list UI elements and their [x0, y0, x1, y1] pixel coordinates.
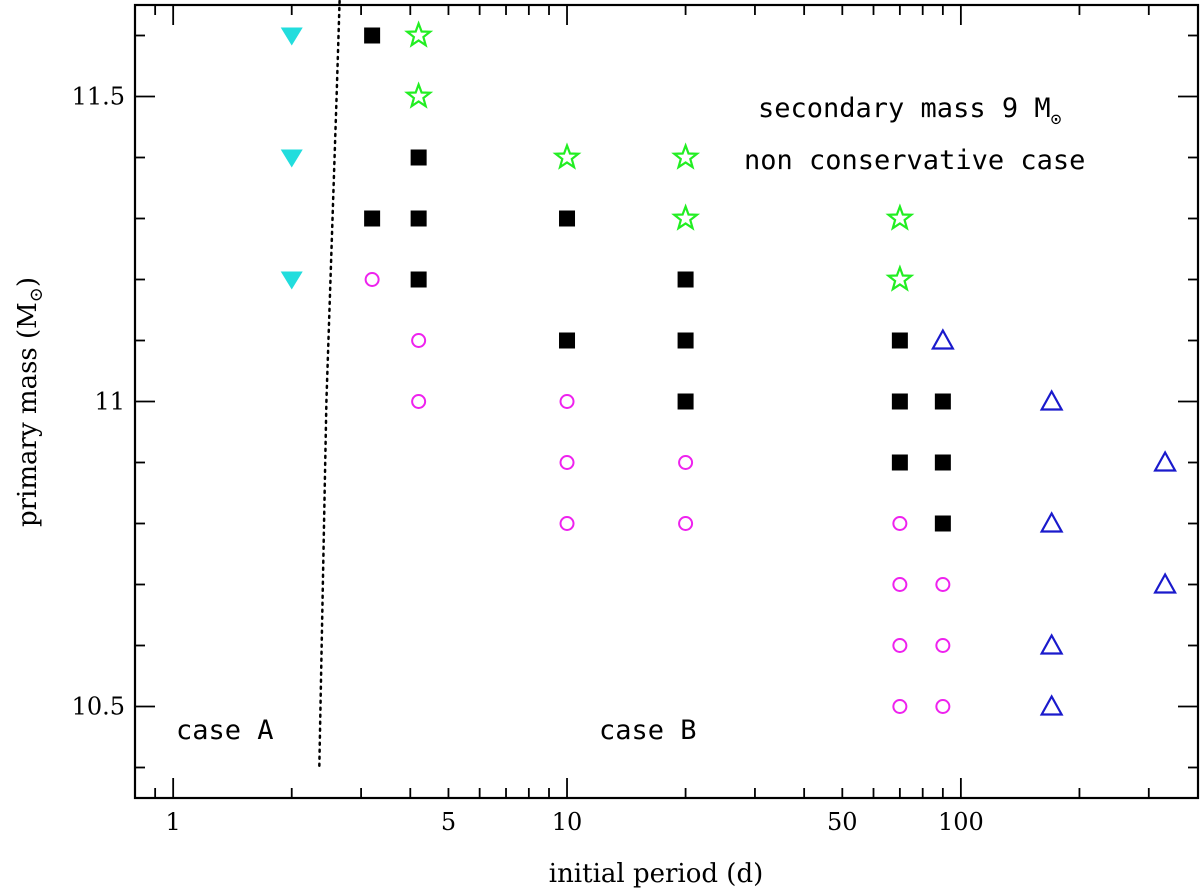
- annotation-non-conservative: non conservative case: [744, 145, 1085, 176]
- square-marker: [559, 210, 576, 227]
- y-tick-label: 11: [94, 388, 125, 416]
- star-marker: [885, 203, 915, 231]
- x-tick-label: 100: [938, 808, 984, 836]
- annotation-case-b: case B: [599, 715, 697, 746]
- y-axis-sun-symbol: ⊙: [26, 287, 47, 302]
- circle-marker: [559, 394, 575, 409]
- triangle-marker: [1039, 633, 1064, 655]
- circle-marker: [935, 577, 951, 592]
- star-marker: [671, 203, 701, 231]
- annotation-secondary-mass: secondary mass 9 M⊙: [758, 93, 1062, 130]
- y-axis-label-text: primary mass (M: [13, 302, 43, 527]
- circle-marker: [411, 333, 427, 348]
- star-marker: [552, 142, 582, 170]
- square-marker: [934, 454, 951, 471]
- circle-marker: [411, 394, 427, 409]
- x-axis-label: initial period (d): [549, 859, 764, 889]
- annotation-secondary-mass-text: secondary mass 9 M: [758, 93, 1051, 124]
- square-marker: [410, 149, 427, 166]
- circle-marker: [892, 516, 908, 531]
- annotation-case-a: case A: [176, 715, 274, 746]
- circle-marker: [678, 516, 694, 531]
- x-tick-label: 5: [441, 808, 456, 836]
- circle-marker: [364, 272, 380, 287]
- triangle-marker: [1153, 450, 1177, 472]
- circle-marker: [892, 699, 908, 714]
- square-marker: [410, 210, 427, 227]
- circle-marker: [935, 699, 951, 714]
- star-marker: [885, 264, 915, 292]
- inverted-triangle-marker: [280, 271, 303, 290]
- y-axis-label-close: ): [13, 277, 43, 287]
- square-marker: [934, 515, 951, 532]
- square-marker: [364, 210, 381, 227]
- triangle-marker: [1039, 389, 1064, 411]
- annotation-sun-symbol: ⊙: [1051, 109, 1062, 130]
- star-marker: [404, 20, 434, 48]
- inverted-triangle-marker: [280, 27, 303, 46]
- square-marker: [559, 332, 576, 349]
- square-marker: [891, 332, 908, 349]
- inverted-triangle-marker: [280, 149, 303, 168]
- triangle-marker: [1039, 694, 1064, 716]
- square-marker: [934, 393, 951, 410]
- circle-marker: [559, 516, 575, 531]
- star-marker: [671, 142, 701, 170]
- square-marker: [891, 393, 908, 410]
- case-boundary-line: [318, 0, 341, 769]
- square-marker: [677, 271, 694, 288]
- circle-marker: [559, 455, 575, 470]
- circle-marker: [935, 638, 951, 653]
- square-marker: [891, 454, 908, 471]
- square-marker: [677, 332, 694, 349]
- triangle-marker: [1153, 572, 1177, 594]
- y-axis-label: primary mass (M⊙): [13, 277, 47, 527]
- y-tick-label: 11.5: [72, 83, 125, 111]
- axis-ticks: [134, 5, 1199, 798]
- x-tick-label: 50: [827, 808, 858, 836]
- circle-marker: [892, 638, 908, 653]
- triangle-marker: [930, 328, 955, 350]
- star-marker: [404, 81, 434, 109]
- x-tick-label: 1: [166, 808, 181, 836]
- square-marker: [364, 27, 381, 44]
- circle-marker: [892, 577, 908, 592]
- x-tick-label: 10: [552, 808, 583, 836]
- data-markers: [280, 20, 1177, 716]
- square-marker: [410, 271, 427, 288]
- circle-marker: [678, 455, 694, 470]
- square-marker: [677, 393, 694, 410]
- axis-tick-labels: 1 5 10 50 100 10.5 11 11.5: [72, 83, 984, 837]
- y-tick-label: 10.5: [72, 693, 125, 721]
- triangle-marker: [1039, 511, 1064, 533]
